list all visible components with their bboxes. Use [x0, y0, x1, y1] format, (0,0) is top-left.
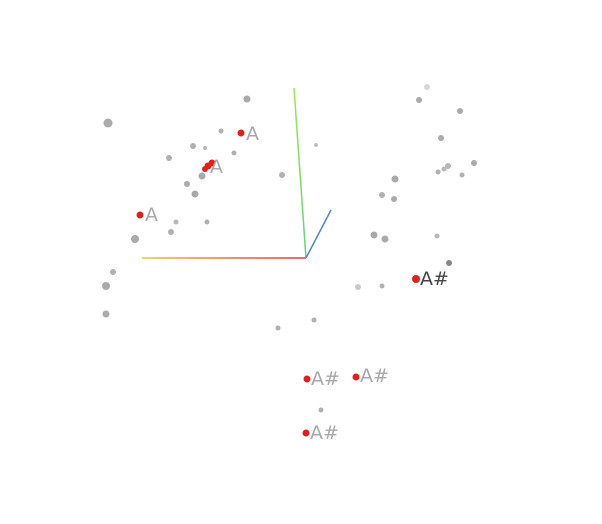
data-point [279, 172, 285, 178]
data-point [391, 175, 399, 183]
data-point [318, 407, 324, 413]
point-label-a-sharp: A# [360, 365, 389, 387]
data-point [446, 260, 452, 266]
data-point [381, 235, 389, 243]
data-point [416, 97, 422, 103]
point-label-a: A [210, 156, 223, 178]
red-point[interactable] [136, 211, 144, 219]
data-point [441, 166, 447, 172]
data-point [190, 143, 196, 149]
data-point [438, 135, 444, 141]
red-point[interactable] [302, 429, 310, 437]
data-point [110, 269, 116, 275]
data-point [435, 169, 441, 175]
point-label-a-sharp: A# [310, 422, 339, 444]
data-point [314, 143, 318, 147]
data-point [459, 172, 465, 178]
data-point [243, 95, 251, 103]
data-point [103, 118, 113, 128]
point-label-a-sharp: A# [311, 368, 340, 390]
point-label-a-sharp: A# [420, 268, 449, 290]
red-point[interactable] [303, 375, 311, 383]
data-point [203, 146, 207, 150]
data-point [168, 229, 174, 235]
red-point[interactable] [237, 129, 245, 137]
point-label-a: A [145, 204, 158, 226]
data-point [311, 317, 317, 323]
data-point [445, 163, 451, 169]
y-axis-line [293, 87, 307, 259]
data-point [275, 325, 281, 331]
data-point [370, 231, 378, 239]
data-point [204, 219, 210, 225]
data-point [424, 84, 430, 90]
data-point [471, 160, 477, 166]
point-label-a: A [246, 123, 259, 145]
red-point[interactable] [202, 166, 208, 172]
data-point [131, 235, 139, 243]
z-axis-line [305, 209, 332, 259]
axes-gizmo [142, 87, 332, 259]
data-point [391, 196, 397, 202]
data-point [102, 310, 110, 318]
red-point[interactable] [412, 275, 420, 283]
data-point [379, 192, 385, 198]
point-labels: A A A A# A# A# A# [145, 123, 449, 444]
highlighted-points [136, 129, 420, 437]
data-point [191, 190, 199, 198]
data-point [434, 233, 440, 239]
data-point [355, 284, 361, 290]
data-point [198, 172, 206, 180]
data-point [457, 108, 463, 114]
data-point [231, 150, 237, 156]
data-point [218, 128, 224, 134]
data-point [379, 283, 385, 289]
data-point [166, 155, 172, 161]
data-point [102, 282, 110, 290]
red-point[interactable] [352, 373, 360, 381]
gray-points [102, 84, 477, 413]
data-point [184, 181, 190, 187]
data-point [173, 219, 179, 225]
